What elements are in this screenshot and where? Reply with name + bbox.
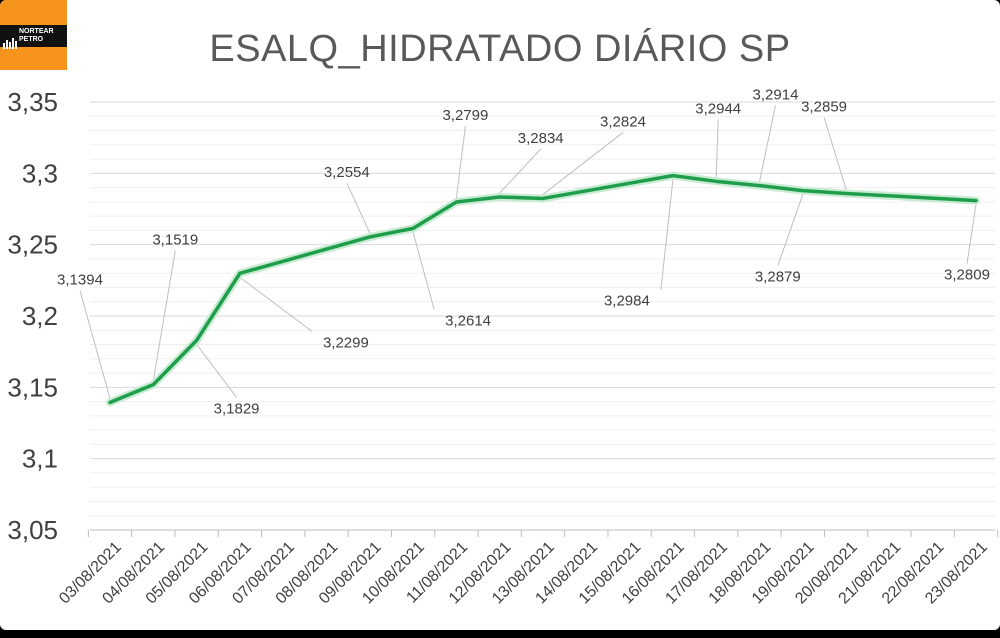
- data-label: 3,2984: [604, 293, 650, 310]
- leader-line: [412, 232, 435, 310]
- leader-line: [660, 179, 674, 290]
- y-tick-label: 3,1: [22, 444, 58, 474]
- data-label: 3,2859: [801, 98, 847, 115]
- logo-text: NORTEAR PETRO: [19, 28, 54, 44]
- y-tick-label: 3,15: [7, 372, 58, 402]
- data-label: 3,2914: [753, 87, 799, 104]
- y-tick-label: 3,25: [7, 230, 58, 260]
- leader-line: [777, 194, 804, 266]
- leader-line: [196, 344, 237, 398]
- x-axis: 03/08/202104/08/202105/08/202106/08/2021…: [56, 529, 999, 607]
- series-line-path: [108, 173, 978, 405]
- data-label: 3,2799: [442, 107, 488, 124]
- y-axis: 3,05 3,1 3,15 3,2 3,25 3,3 3,35: [7, 87, 58, 545]
- chart-title: ESALQ_HIDRATADO DIÁRIO SP: [209, 28, 791, 70]
- series-line: [106, 171, 980, 407]
- y-tick-label: 3,2: [22, 301, 58, 331]
- data-label: 3,2944: [695, 100, 741, 117]
- leader-line: [966, 204, 977, 264]
- data-label: 3,2834: [518, 130, 564, 147]
- label-leader-lines: [79, 105, 977, 399]
- leader-line: [346, 182, 371, 234]
- data-label: 3,2554: [324, 164, 370, 181]
- logo-bars-icon: [3, 31, 18, 49]
- data-label: 3,1394: [57, 271, 103, 288]
- leader-line: [759, 105, 776, 182]
- series-line-glow: [106, 171, 980, 407]
- leader-line: [499, 148, 542, 194]
- logo-line-1: NORTEAR: [19, 28, 54, 35]
- data-label: 3,1829: [214, 400, 260, 417]
- gridlines: [90, 101, 995, 531]
- leader-line: [152, 250, 176, 381]
- data-label: 3,2299: [323, 334, 369, 351]
- data-label: 3,2879: [755, 269, 801, 286]
- data-labels: 3,1394 3,1519 3,1829 3,2299 3,2554 3,2614 3,27…: [57, 87, 990, 418]
- leader-line: [455, 125, 466, 199]
- logo-band: NORTEAR PETRO: [0, 25, 67, 49]
- y-tick-label: 3,05: [7, 515, 58, 545]
- leader-line: [823, 117, 847, 190]
- data-label: 3,2809: [944, 267, 990, 284]
- data-label: 3,2824: [600, 113, 646, 130]
- y-tick-label: 3,3: [22, 158, 58, 188]
- leader-line: [542, 132, 624, 195]
- leader-line: [79, 290, 111, 399]
- leader-line: [715, 119, 719, 178]
- data-label: 3,1519: [152, 232, 198, 249]
- data-label: 3,2614: [445, 312, 491, 329]
- leader-line: [239, 276, 313, 332]
- y-tick-label: 3,35: [7, 87, 58, 117]
- logo-line-2: PETRO: [19, 36, 44, 43]
- nortear-petro-logo: NORTEAR PETRO: [0, 0, 67, 70]
